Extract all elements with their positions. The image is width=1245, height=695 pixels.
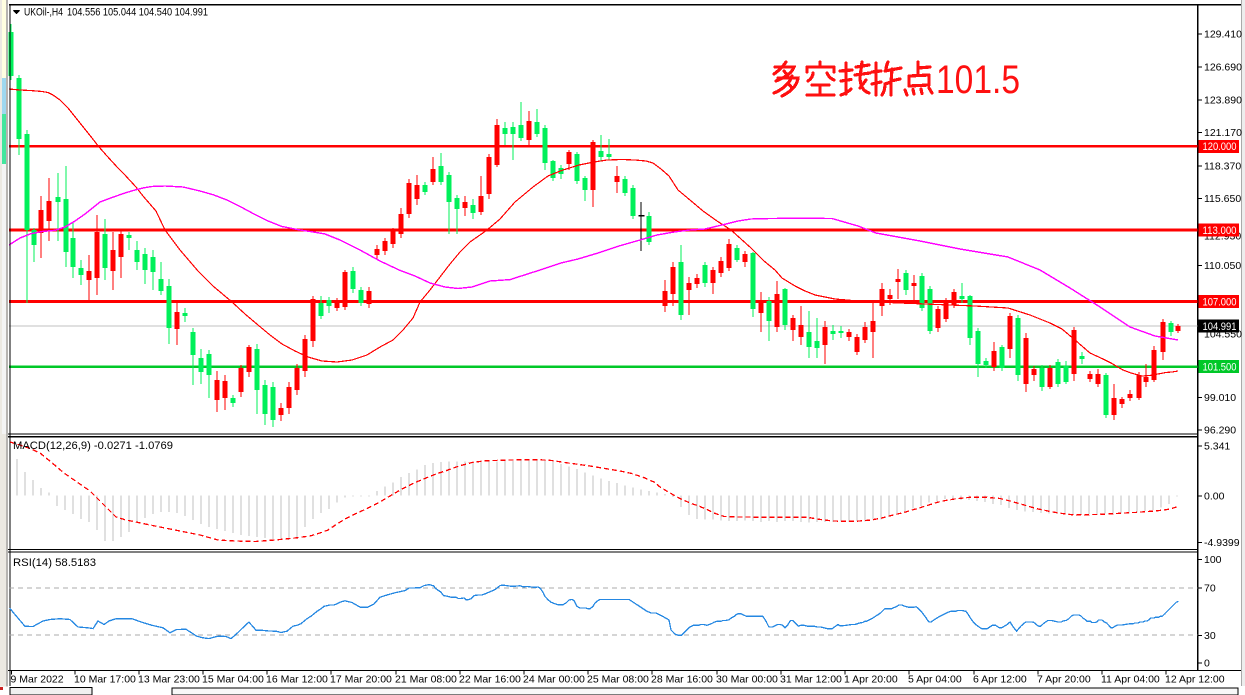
svg-text:1 Apr 20:00: 1 Apr 20:00: [844, 674, 898, 686]
svg-text:5.341: 5.341: [1204, 441, 1230, 453]
svg-text:11 Apr 04:00: 11 Apr 04:00: [1101, 674, 1160, 686]
svg-text:101.5: 101.5: [936, 58, 1020, 102]
svg-text:101.500: 101.500: [1203, 362, 1237, 374]
svg-text:RSI(14) 58.5183: RSI(14) 58.5183: [13, 557, 96, 569]
svg-text:28 Mar 16:00: 28 Mar 16:00: [651, 674, 713, 686]
svg-text:107.000: 107.000: [1203, 296, 1237, 308]
svg-text:31 Mar 12:00: 31 Mar 12:00: [780, 674, 842, 686]
svg-text:104.991: 104.991: [1203, 321, 1237, 333]
svg-text:121.170: 121.170: [1204, 127, 1242, 139]
svg-text:126.690: 126.690: [1204, 62, 1242, 74]
svg-text:-4.9399: -4.9399: [1204, 537, 1240, 549]
svg-text:9 Mar 2022: 9 Mar 2022: [11, 674, 64, 686]
svg-text:24 Mar 00:00: 24 Mar 00:00: [523, 674, 585, 686]
svg-text:12 Apr 12:00: 12 Apr 12:00: [1165, 674, 1225, 686]
svg-text:7 Apr 20:00: 7 Apr 20:00: [1037, 674, 1091, 686]
svg-text:70: 70: [1204, 583, 1216, 595]
svg-text:17 Mar 20:00: 17 Mar 20:00: [330, 674, 392, 686]
svg-text:115.650: 115.650: [1204, 193, 1241, 205]
svg-text:113.000: 113.000: [1203, 225, 1237, 237]
svg-text:110.050: 110.050: [1204, 260, 1241, 272]
svg-text:104.556 105.044 104.540 104.99: 104.556 105.044 104.540 104.991: [67, 6, 208, 18]
svg-text:96.290: 96.290: [1204, 425, 1236, 437]
svg-text:MACD(12,26,9) -0.0271 -1.0769: MACD(12,26,9) -0.0271 -1.0769: [13, 440, 173, 452]
svg-text:22 Mar 16:00: 22 Mar 16:00: [459, 674, 521, 686]
svg-text:118.370: 118.370: [1204, 161, 1241, 173]
svg-text:15 Mar 04:00: 15 Mar 04:00: [202, 674, 264, 686]
svg-text:13 Mar 23:00: 13 Mar 23:00: [138, 674, 200, 686]
svg-text:UKOil-,H4: UKOil-,H4: [24, 6, 63, 18]
svg-text:21 Mar 08:00: 21 Mar 08:00: [395, 674, 457, 686]
svg-text:0: 0: [1204, 658, 1210, 670]
svg-text:100: 100: [1204, 554, 1222, 566]
svg-text:129.410: 129.410: [1204, 29, 1242, 41]
svg-text:30: 30: [1204, 630, 1216, 642]
svg-text:120.000: 120.000: [1203, 141, 1237, 153]
svg-text:0.00: 0.00: [1204, 491, 1225, 503]
svg-text:123.890: 123.890: [1204, 95, 1242, 107]
svg-text:6 Apr 12:00: 6 Apr 12:00: [973, 674, 1027, 686]
svg-text:25 Mar 08:00: 25 Mar 08:00: [587, 674, 649, 686]
svg-text:5 Apr 04:00: 5 Apr 04:00: [908, 674, 962, 686]
svg-text:16 Mar 12:00: 16 Mar 12:00: [266, 674, 328, 686]
svg-text:30 Mar 00:00: 30 Mar 00:00: [716, 674, 778, 686]
svg-text:10 Mar 17:00: 10 Mar 17:00: [74, 674, 136, 686]
svg-text:99.010: 99.010: [1204, 392, 1236, 404]
